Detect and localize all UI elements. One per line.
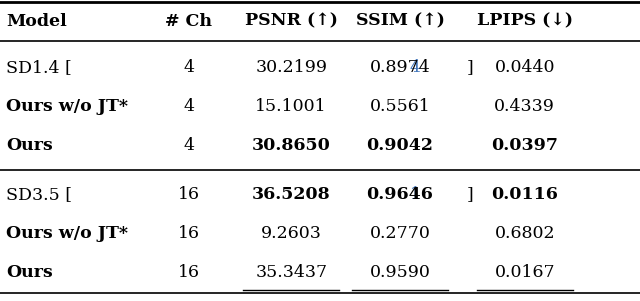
Text: SD1.4 [: SD1.4 [ — [6, 59, 72, 76]
Text: ]: ] — [467, 59, 474, 76]
Text: 16: 16 — [178, 186, 200, 203]
Text: 0.5561: 0.5561 — [370, 98, 430, 115]
Text: 9.2603: 9.2603 — [260, 225, 322, 242]
Text: 0.0397: 0.0397 — [492, 138, 558, 154]
Text: ]: ] — [467, 186, 474, 203]
Text: 15.1001: 15.1001 — [255, 98, 327, 115]
Text: 30.2199: 30.2199 — [255, 59, 327, 76]
Text: # Ch: # Ch — [165, 13, 212, 29]
Text: 0.4339: 0.4339 — [494, 98, 556, 115]
Text: 16: 16 — [178, 225, 200, 242]
Text: Ours: Ours — [6, 138, 53, 154]
Text: SD3.5 [: SD3.5 [ — [6, 186, 72, 203]
Text: 0.8974: 0.8974 — [370, 59, 430, 76]
Text: 4: 4 — [410, 59, 420, 76]
Text: PSNR (↑): PSNR (↑) — [244, 13, 338, 29]
Text: 35.3437: 35.3437 — [255, 264, 327, 281]
Text: 4: 4 — [183, 138, 195, 154]
Text: 0.0440: 0.0440 — [495, 59, 555, 76]
Text: 0.0116: 0.0116 — [492, 186, 558, 203]
Text: 4: 4 — [183, 59, 195, 76]
Text: 4: 4 — [183, 98, 195, 115]
Text: SSIM (↑): SSIM (↑) — [356, 13, 444, 29]
Text: 0.9646: 0.9646 — [367, 186, 433, 203]
Text: Ours w/o JT*: Ours w/o JT* — [6, 225, 129, 242]
Text: Ours: Ours — [6, 264, 53, 281]
Text: 30.8650: 30.8650 — [252, 138, 331, 154]
Text: 0.9590: 0.9590 — [369, 264, 431, 281]
Text: Model: Model — [6, 13, 67, 29]
Text: 36.5208: 36.5208 — [252, 186, 330, 203]
Text: 0.2770: 0.2770 — [369, 225, 431, 242]
Text: 0.9042: 0.9042 — [367, 138, 433, 154]
Text: 0.0167: 0.0167 — [495, 264, 555, 281]
Text: 16: 16 — [178, 264, 200, 281]
Text: Ours w/o JT*: Ours w/o JT* — [6, 98, 129, 115]
Text: 0.6802: 0.6802 — [495, 225, 555, 242]
Text: LPIPS (↓): LPIPS (↓) — [477, 13, 573, 29]
Text: 1: 1 — [410, 186, 420, 203]
